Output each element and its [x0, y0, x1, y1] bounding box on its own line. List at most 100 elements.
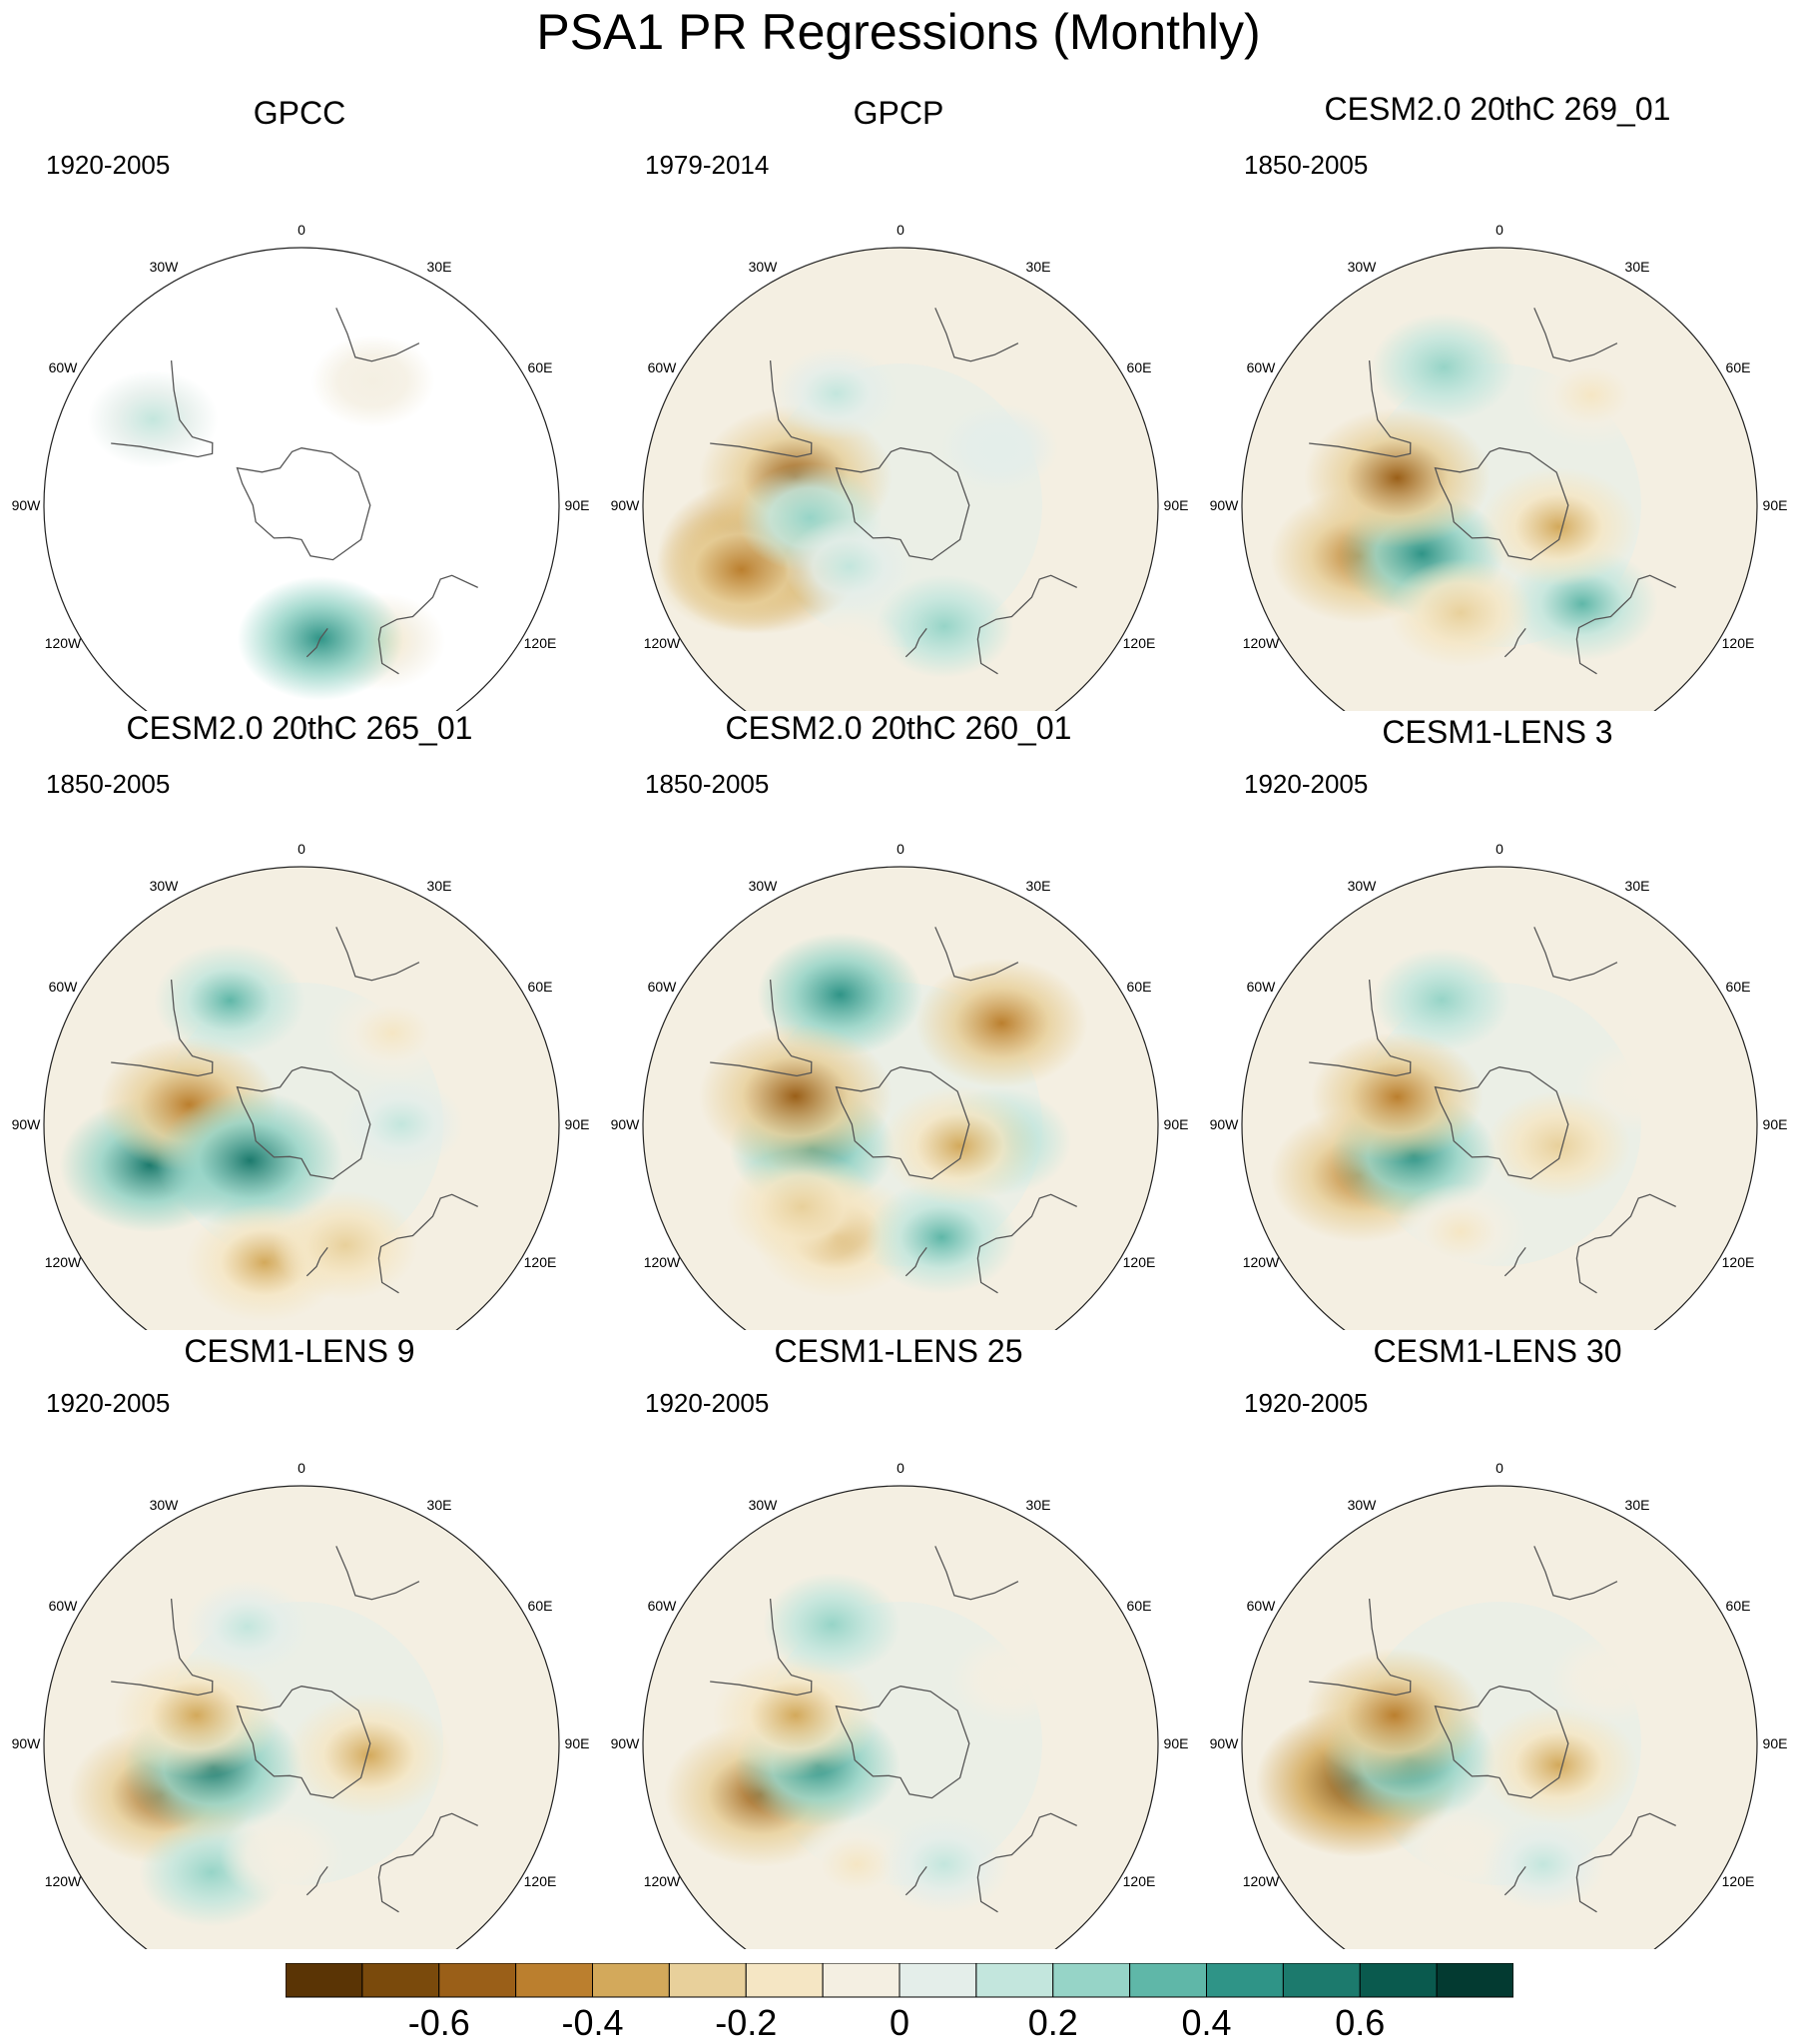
colorbar-swatch	[1052, 1962, 1131, 1998]
longitude-label: 60E	[1127, 1598, 1152, 1614]
colorbar-swatch	[1436, 1962, 1514, 1998]
regression-anomaly	[339, 1077, 464, 1171]
longitude-label: 120E	[1722, 1873, 1755, 1889]
longitude-label: 90W	[1210, 497, 1240, 513]
regression-anomaly	[1479, 1704, 1638, 1825]
colorbar-tick-label: -0.2	[715, 2002, 778, 2043]
colorbar-swatch	[285, 1962, 363, 1998]
colorbar-swatch	[1129, 1962, 1208, 1998]
map-boundary	[642, 1485, 1159, 1949]
panel-period: 1920-2005	[1244, 769, 1369, 799]
longitude-label: 90W	[1210, 1735, 1240, 1751]
longitude-label: 90W	[611, 1116, 641, 1132]
colorbar-swatch	[822, 1962, 900, 1998]
coastline	[1533, 1546, 1618, 1601]
polar-map: 030E60E90E120E150E180150W120W90W60W30W	[1210, 841, 1787, 1330]
longitude-label: 90E	[565, 497, 590, 513]
coastline	[976, 1193, 1077, 1294]
colorbar-swatch	[975, 1962, 1054, 1998]
colorbar-swatch	[668, 1962, 747, 1998]
colorbar-swatch	[1359, 1962, 1438, 1998]
coastline	[1575, 1812, 1676, 1913]
longitude-label: 60W	[1247, 1598, 1277, 1614]
longitude-label: 60E	[1127, 979, 1152, 995]
regression-anomaly	[113, 1653, 280, 1778]
coastline	[710, 980, 813, 1077]
coastline	[335, 308, 420, 362]
coastline	[976, 1812, 1077, 1913]
polar-map: 030E60E90E120E150E180150W120W90W60W30W	[611, 841, 1188, 1330]
coastline	[305, 1866, 328, 1896]
coastline	[976, 574, 1077, 675]
longitude-label: 120E	[1722, 1254, 1755, 1270]
longitude-label: 120E	[1123, 635, 1156, 651]
longitude-label: 30E	[1625, 259, 1650, 275]
longitude-label: 30E	[427, 878, 452, 894]
panel-title: CESM2.0 20thC 260_01	[725, 710, 1072, 746]
longitude-label: 30W	[749, 878, 779, 894]
longitude-label: 60W	[648, 979, 678, 995]
longitude-label: 60W	[648, 1598, 678, 1614]
regression-anomaly	[323, 982, 462, 1085]
longitude-label: 90E	[1763, 1735, 1788, 1751]
longitude-label: 120E	[1722, 635, 1755, 651]
coastline	[1434, 447, 1569, 561]
regression-anomaly	[1522, 343, 1661, 447]
longitude-label: 120W	[644, 1254, 681, 1270]
regression-anomaly	[726, 1149, 879, 1264]
regression-anomaly	[1486, 1091, 1631, 1200]
panel-period: 1920-2005	[46, 1388, 171, 1418]
regression-anomaly	[879, 1815, 1010, 1914]
coastline	[904, 1866, 927, 1896]
coastline	[305, 628, 328, 658]
longitude-label: 0	[298, 1460, 305, 1476]
colorbar-swatch	[1282, 1962, 1361, 1998]
longitude-label: 30E	[1026, 1497, 1051, 1513]
map-panel: CESM1-LENS 9030E60E90E120E150E180150W120…	[0, 1328, 599, 1949]
map-boundary	[1241, 1485, 1758, 1949]
regression-anomaly	[763, 1573, 901, 1677]
regression-anomaly	[712, 1653, 879, 1778]
longitude-label: 120W	[45, 635, 82, 651]
longitude-label: 60E	[1127, 359, 1152, 375]
polar-map: 030E60E90E120E150E180150W120W90W60W30W	[12, 222, 590, 711]
coastline	[335, 1546, 420, 1601]
regression-anomaly	[949, 1633, 1074, 1725]
regression-anomaly	[1372, 948, 1510, 1052]
coastline	[236, 447, 371, 561]
panel-period: 1979-2014	[645, 150, 770, 180]
longitude-label: 30E	[1625, 1497, 1650, 1513]
longitude-label: 30W	[1348, 1497, 1378, 1513]
coastline	[111, 980, 214, 1077]
coastline	[1309, 1599, 1412, 1697]
longitude-label: 90W	[12, 1116, 42, 1132]
panel-period: 1850-2005	[645, 769, 770, 799]
coastline	[934, 308, 1019, 362]
coastline	[1503, 628, 1526, 658]
longitude-label: 60E	[1726, 979, 1751, 995]
coastline	[835, 1686, 970, 1799]
map-boundary	[642, 247, 1159, 711]
coastline	[305, 1247, 328, 1277]
map-boundary	[43, 866, 560, 1330]
longitude-label: 0	[1496, 841, 1503, 857]
colorbar-swatches	[285, 1962, 1514, 1998]
longitude-label: 60E	[528, 979, 553, 995]
regression-anomaly	[774, 346, 898, 440]
map-panel: CESM2.0 20thC 269_01030E60E90E120E150E18…	[1198, 90, 1797, 711]
coastline	[710, 1599, 813, 1697]
regression-anomaly	[783, 517, 914, 616]
longitude-label: 90W	[12, 497, 42, 513]
colorbar-swatch	[361, 1962, 440, 1998]
longitude-label: 90E	[1763, 497, 1788, 513]
regression-anomaly	[1548, 1633, 1673, 1725]
regression-anomaly	[785, 606, 909, 700]
longitude-label: 0	[897, 1460, 904, 1476]
colorbar-swatch	[745, 1962, 824, 1998]
coastline	[1533, 927, 1618, 982]
longitude-label: 120W	[644, 1873, 681, 1889]
regression-anomaly	[310, 335, 435, 428]
map-boundary	[43, 247, 560, 711]
map-boundary	[642, 866, 1159, 1330]
coastline	[710, 360, 813, 458]
